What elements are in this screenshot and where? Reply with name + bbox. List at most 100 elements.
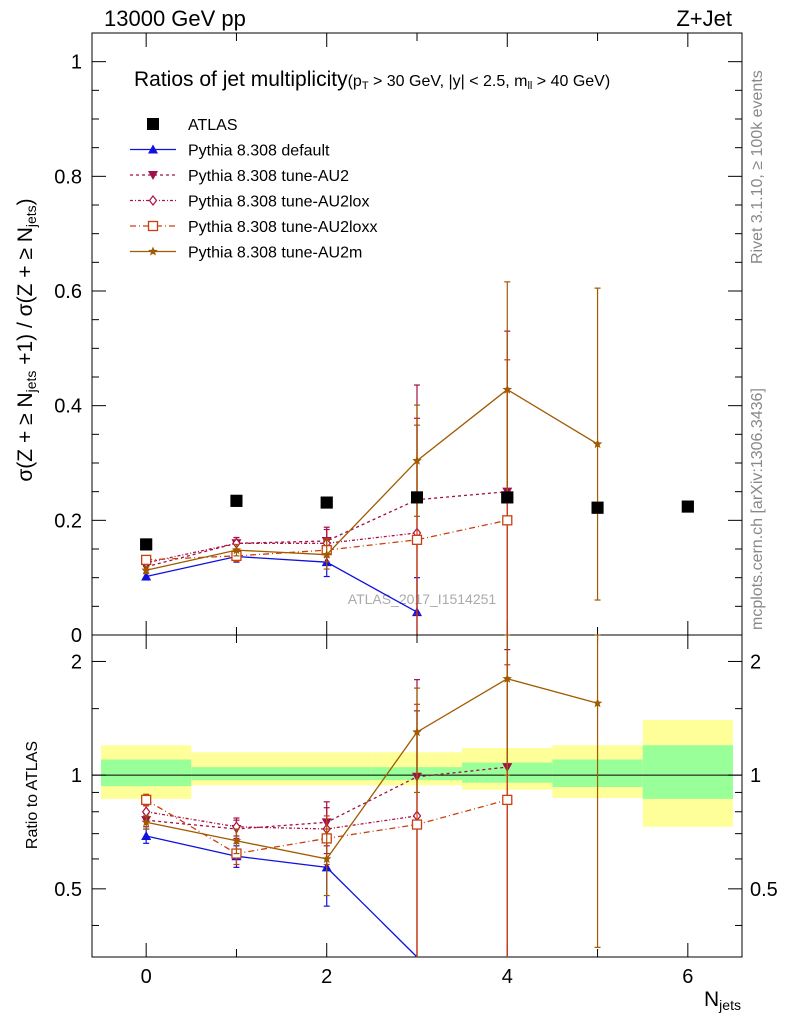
main-ticks: 0 0.2 0.4 0.6 0.8 1 [54,33,742,647]
legend-marker [148,144,158,154]
series-line-pythia-8-308-tune-au2 [146,491,508,568]
legend-item-pythia-8-308-default: Pythia 8.308 default [130,143,330,160]
main-series [140,281,694,635]
legend-item-atlas: ATLAS [147,117,238,134]
legend-marker [148,171,158,180]
x-tick-label: 0 [141,966,152,988]
series-line-pythia-8-308-default [146,555,418,613]
data-point [141,571,152,581]
legend-item-pythia-8-308-tune-au2m: Pythia 8.308 tune-AU2m [130,245,362,262]
data-point [141,817,151,827]
y-tick-label: 1 [71,52,82,74]
main-ylabel: σ(Z + ≥ Njets +1) / σ(Z + ≥ Njets) [14,198,39,481]
uncertainty-band-inner [281,767,372,781]
data-point [140,538,153,551]
legend-label: Pythia 8.308 tune-AU2loxx [188,219,377,236]
ratio-y-tick-label: 2 [71,651,82,673]
process-label: Z+Jet [676,6,732,31]
energy-label: 13000 GeV pp [104,6,246,31]
series-atlas-overlay [140,491,694,551]
data-point [502,673,512,683]
uncertainty-band-inner [191,767,282,781]
data-point [231,835,242,845]
legend-label: ATLAS [188,117,238,134]
ratio-ticks: 0.5 0.5 1 1 2 2 0 2 4 6 [54,635,778,988]
data-point [502,515,513,526]
series-line-pythia-8-308-tune-au2lox [146,811,418,830]
y-tick-label: 0.2 [54,510,82,532]
legend-marker [148,195,158,206]
ratio-series [141,634,603,958]
data-point [411,819,423,830]
uncertainty-band-inner [101,759,192,787]
data-point [501,491,514,504]
data-point [412,727,422,737]
data-point [141,794,152,806]
ratio-y-tick-label-right: 0.5 [750,879,778,901]
legend-item-pythia-8-308-tune-au2: Pythia 8.308 tune-AU2 [130,168,349,185]
mcplots-label: mcplots.cern.ch [arXiv:1306.3436] [749,388,766,630]
y-tick-label: 0.4 [54,396,82,418]
legend-label: Pythia 8.308 tune-AU2lox [188,194,369,211]
series-line-pythia-8-308-default [146,835,418,958]
x-tick-label: 6 [682,966,693,988]
series-pythia-8-308-tune-au2 [141,648,513,957]
data-point [592,698,603,708]
series-pythia-8-308-tune-au2m [141,634,603,948]
series-pythia-8-308-default [141,828,418,958]
series-pythia-8-308-tune-au2m [141,281,603,601]
series-pythia-8-308-tune-au2 [141,330,513,635]
x-tick-label: 4 [502,966,513,988]
data-point [502,794,513,806]
series-pythia-8-308-default [141,547,422,635]
ratio-y-tick-label-right: 2 [750,651,761,673]
data-point [592,439,603,449]
series-line-pythia-8-308-tune-au2m [146,678,598,860]
legend-item-pythia-8-308-tune-au2loxx: Pythia 8.308 tune-AU2loxx [130,219,377,236]
data-point [320,496,333,509]
data-point [591,501,604,514]
ratio-y-tick-label-right: 1 [750,765,761,787]
x-axis-label: Njets [704,988,741,1013]
x-tick-label: 2 [321,966,332,988]
data-point [322,853,332,863]
ratio-ylabel: Ratio to ATLAS [24,741,41,849]
legend: ATLAS Pythia 8.308 default Pythia 8.308 tu… [130,117,377,262]
legend-label: Pythia 8.308 tune-AU2m [188,245,362,262]
data-point [681,500,694,513]
series-line-pythia-8-308-tune-au2lox [146,532,418,564]
series-line-pythia-8-308-tune-au2m [146,388,598,571]
legend-marker [147,118,159,130]
data-point [412,455,422,465]
plot-title: Ratios of jet multiplicity(pT > 30 GeV, … [134,68,610,92]
ratio-y-tick-label: 0.5 [54,879,82,901]
uncertainty-band-inner [642,745,733,799]
data-point [322,549,332,559]
legend-label: Pythia 8.308 default [188,143,330,160]
legend-marker [147,220,159,232]
plot-title-main: Ratios of jet multiplicity [134,68,348,91]
rivet-version-label: Rivet 3.1.10, ≥ 100k events [749,70,766,264]
legend-label: Pythia 8.308 tune-AU2 [188,168,349,185]
series-line-pythia-8-308-tune-au2loxx [146,519,508,561]
data-point [141,806,151,818]
y-tick-label: 0 [71,625,82,647]
data-point [411,491,423,504]
data-point [141,831,152,841]
ratio-panel: 0.5 0.5 1 1 2 2 0 2 4 6 Ratio to ATLAS Njets [24,634,778,1013]
data-point [231,545,242,555]
data-point [411,534,423,545]
data-point [230,494,243,507]
y-tick-label: 0.8 [54,166,82,188]
y-tick-label: 0.6 [54,281,82,303]
data-point [141,565,151,575]
analysis-watermark: ATLAS_2017_I1514251 [348,591,497,607]
legend-item-pythia-8-308-tune-au2lox: Pythia 8.308 tune-AU2lox [130,194,369,211]
legend-marker [148,246,158,256]
main-panel: 0 0.2 0.4 0.6 0.8 1 ATLAS_2017_I1514251 Ratio… [14,32,743,647]
data-point [141,554,152,566]
data-point [502,384,512,394]
ratio-y-tick-label: 1 [71,765,82,787]
plot-title-cuts: (pT > 30 GeV, |y| < 2.5, mll > 40 GeV) [348,73,611,92]
